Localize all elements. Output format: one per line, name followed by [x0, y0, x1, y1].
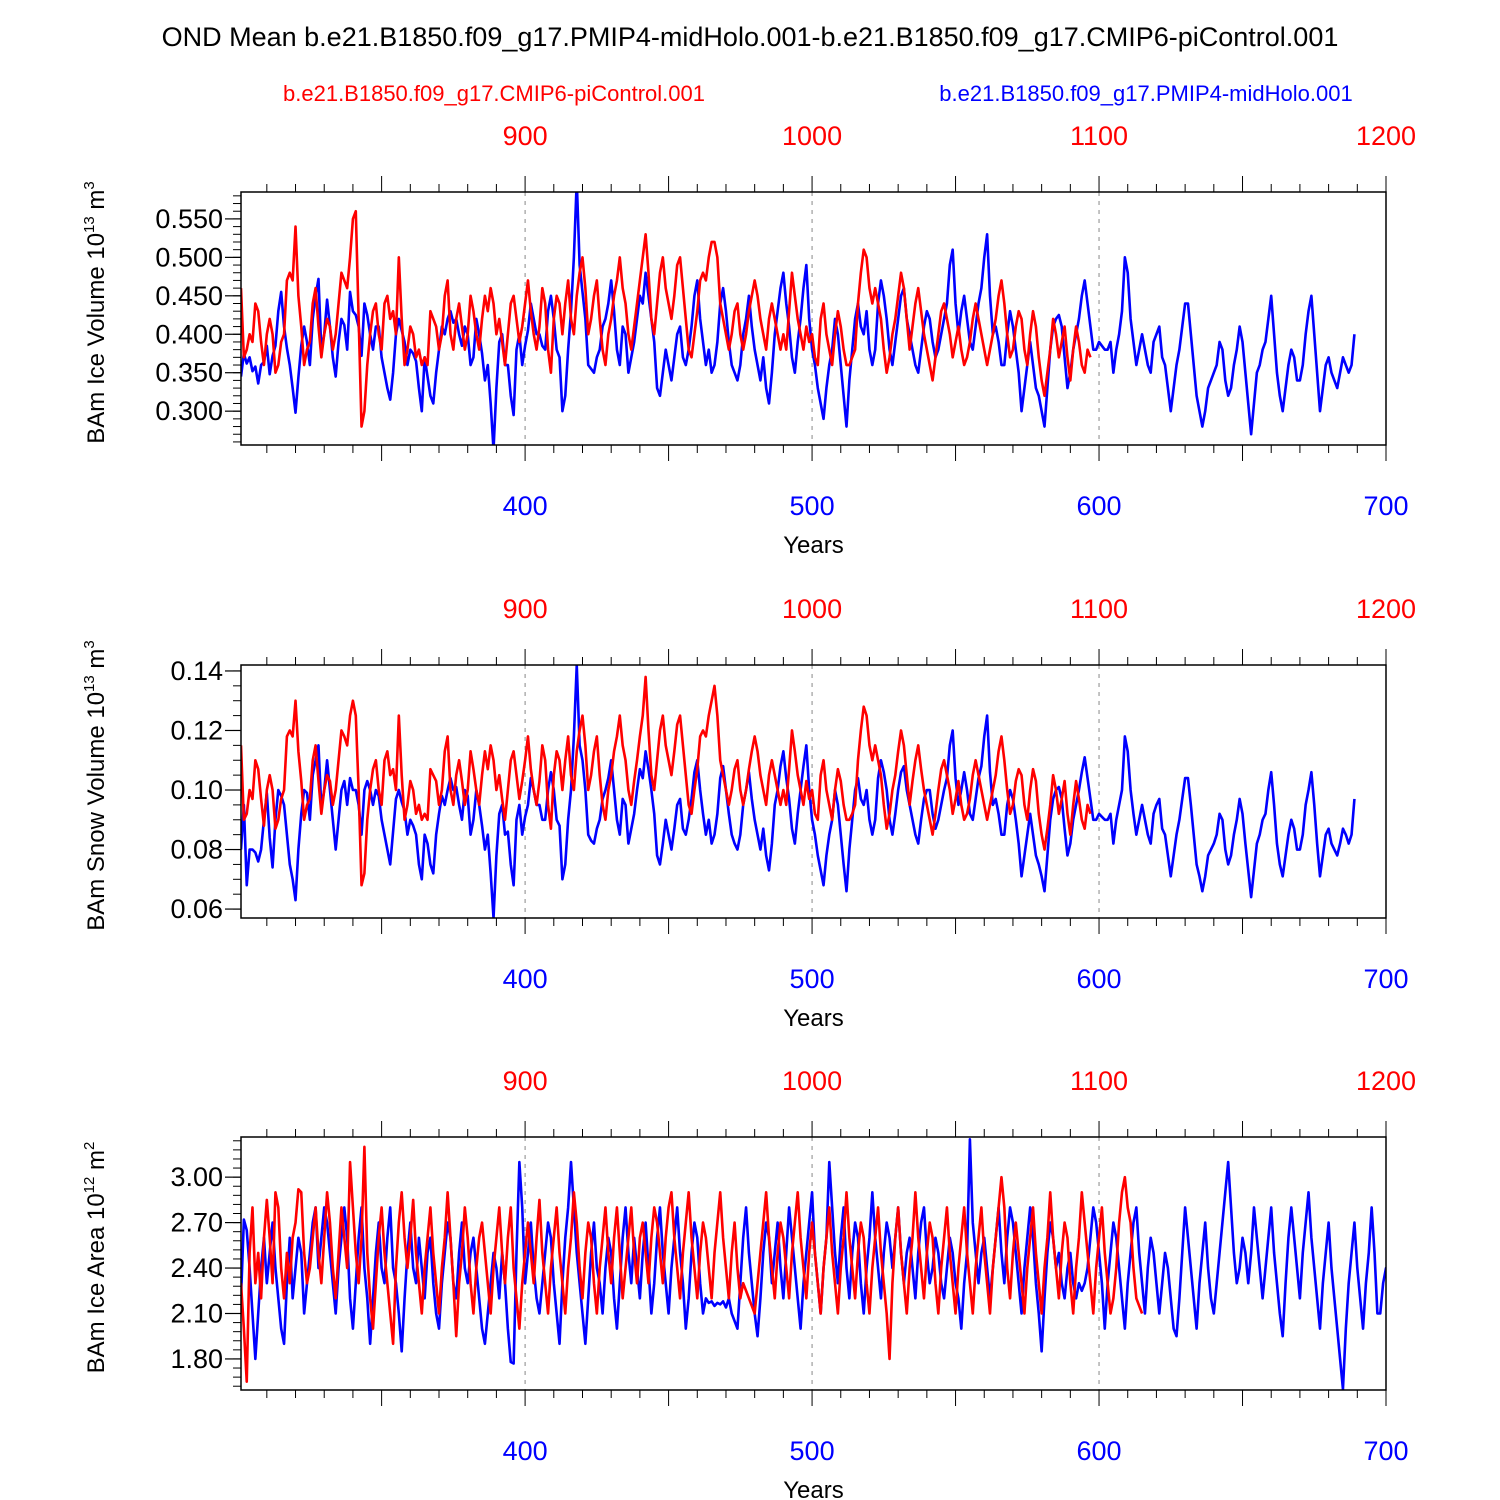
- figure-title: OND Mean b.e21.B1850.f09_g17.PMIP4-midHo…: [162, 22, 1339, 52]
- y-axis-title: BAm Snow Volume 1013 m3: [81, 640, 110, 931]
- y-axis-title-main: BAm Snow Volume 10: [83, 692, 110, 931]
- series-line-midholo: [241, 665, 1356, 918]
- y-tick-label: 0.400: [155, 319, 223, 349]
- x-tick-label-red: 1000: [782, 121, 842, 151]
- y-axis-title-main: BAm Ice Volume 10: [83, 233, 110, 444]
- chart-panel-3: 1.80 2.10 2.40 2.70 3.00 400 500 600 700 900 1000 1…: [81, 1066, 1416, 1500]
- y-tick-label: 0.10: [170, 775, 223, 805]
- x-tick-label-blue: 700: [1363, 1436, 1408, 1466]
- y-tick-label: 0.06: [170, 894, 223, 924]
- y-axis-title-unit-exponent: 2: [81, 1142, 98, 1150]
- panels: 0.300 0.350 0.400 0.450 0.500 0.550 400 500 600 7…: [81, 121, 1416, 1500]
- y-axis-title: BAm Ice Volume 1013 m3: [81, 181, 110, 443]
- y-tick-label: 1.80: [170, 1344, 223, 1374]
- chart-panel-1: 0.300 0.350 0.400 0.450 0.500 0.550 400 500 600 7…: [81, 121, 1416, 559]
- x-axis-title: Years: [783, 1005, 844, 1032]
- x-axis-title: Years: [783, 1477, 844, 1500]
- x-tick-label-blue: 500: [790, 491, 835, 521]
- y-tick-label: 0.08: [170, 835, 223, 865]
- x-tick-label-red: 1200: [1356, 121, 1416, 151]
- y-axis-title-main: BAm Ice Area 10: [83, 1193, 110, 1373]
- series-line-midholo: [241, 192, 1356, 445]
- plot-frame: [240, 1136, 1387, 1391]
- plot-frame: [240, 191, 1387, 446]
- x-tick-label-red: 1100: [1070, 1066, 1128, 1096]
- y-tick-label: 0.550: [155, 204, 223, 234]
- x-tick-label-blue: 700: [1363, 964, 1408, 994]
- y-axis-title-exponent: 13: [81, 216, 98, 233]
- y-axis-title: BAm Ice Area 1012 m2: [81, 1142, 110, 1374]
- y-tick-label: 0.14: [170, 656, 223, 686]
- x-tick-label-red: 900: [503, 121, 548, 151]
- x-tick-label-blue: 500: [790, 1436, 835, 1466]
- x-tick-label-red: 1200: [1356, 594, 1416, 624]
- y-axis-title-unit: m: [83, 649, 110, 676]
- y-axis-title-unit-exponent: 3: [81, 181, 98, 189]
- series-line-midholo: [241, 1137, 1386, 1390]
- x-tick-label-blue: 500: [790, 964, 835, 994]
- legend-label-picontrol: b.e21.B1850.f09_g17.CMIP6-piControl.001: [283, 81, 705, 106]
- y-axis-title-unit-exponent: 3: [81, 640, 98, 648]
- y-tick-label: 0.12: [170, 715, 223, 745]
- y-tick-label: 0.450: [155, 281, 223, 311]
- y-tick-label: 3.00: [170, 1162, 223, 1192]
- y-tick-label: 0.300: [155, 396, 223, 426]
- legend-label-midholo: b.e21.B1850.f09_g17.PMIP4-midHolo.001: [939, 81, 1352, 106]
- y-axis-title-exponent: 12: [81, 1177, 98, 1194]
- y-tick-label: 0.350: [155, 358, 223, 388]
- y-axis-title-exponent: 13: [81, 675, 98, 692]
- chart-panel-2: 0.06 0.08 0.10 0.12 0.14 400 500 600 700 900 1000 1…: [81, 594, 1416, 1032]
- x-tick-label-blue: 400: [503, 1436, 548, 1466]
- series-line-picontrol: [241, 675, 1092, 887]
- y-tick-label: 0.500: [155, 242, 223, 272]
- x-tick-label-red: 1100: [1070, 121, 1128, 151]
- x-tick-label-blue: 700: [1363, 491, 1408, 521]
- x-tick-label-blue: 400: [503, 964, 548, 994]
- y-tick-label: 2.10: [170, 1298, 223, 1328]
- plot-frame: [240, 664, 1387, 919]
- x-tick-label-red: 900: [503, 1066, 548, 1096]
- x-axis-title: Years: [783, 532, 844, 559]
- x-tick-label-blue: 600: [1077, 964, 1122, 994]
- y-axis-title-unit: m: [83, 1150, 110, 1177]
- x-tick-label-red: 1000: [782, 1066, 842, 1096]
- x-tick-label-blue: 400: [503, 491, 548, 521]
- x-tick-label-red: 900: [503, 594, 548, 624]
- x-tick-label-blue: 600: [1077, 1436, 1122, 1466]
- x-tick-label-red: 1100: [1070, 594, 1128, 624]
- series-line-picontrol: [241, 209, 1092, 428]
- x-tick-label-blue: 600: [1077, 491, 1122, 521]
- y-tick-label: 2.70: [170, 1208, 223, 1238]
- y-tick-label: 2.40: [170, 1253, 223, 1283]
- x-tick-label-red: 1000: [782, 594, 842, 624]
- x-tick-label-red: 1200: [1356, 1066, 1416, 1096]
- y-axis-title-unit: m: [83, 190, 110, 217]
- series-line-picontrol: [241, 1145, 1144, 1383]
